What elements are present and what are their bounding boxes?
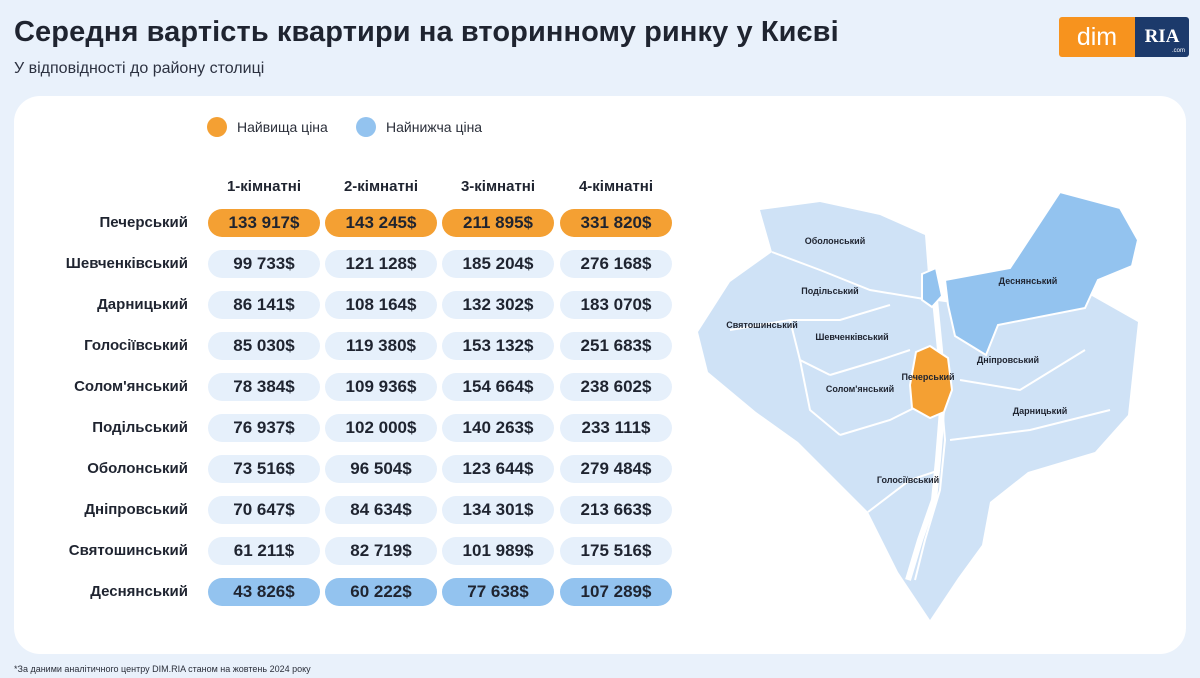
price-cell: 211 895$ — [442, 209, 554, 237]
price-cell: 132 302$ — [442, 291, 554, 319]
map-label-holosiivskyi: Голосіївський — [877, 475, 939, 485]
row-district-label: Оболонський — [87, 460, 188, 477]
row-district-label: Святошинський — [68, 542, 188, 559]
price-cell: 86 141$ — [208, 291, 320, 319]
map-label-podilskyi: Подільський — [801, 286, 858, 296]
map-river — [905, 239, 946, 581]
kyiv-map: Оболонський Деснянський Подільський Свят… — [698, 190, 1140, 620]
row-district-label: Подільський — [92, 419, 188, 436]
price-cell: 185 204$ — [442, 250, 554, 278]
price-cell: 123 644$ — [442, 455, 554, 483]
price-cell: 119 380$ — [325, 332, 437, 360]
price-cell: 134 301$ — [442, 496, 554, 524]
price-cell: 61 211$ — [208, 537, 320, 565]
price-cell: 99 733$ — [208, 250, 320, 278]
legend-highest-label: Найвища ціна — [237, 119, 328, 135]
row-district-label: Шевченківський — [65, 255, 188, 272]
price-cell: 154 664$ — [442, 373, 554, 401]
column-header: 2-кімнатні — [343, 178, 419, 195]
page-title: Середня вартість квартири на вторинному … — [14, 16, 839, 48]
price-cell: 153 132$ — [442, 332, 554, 360]
price-cell: 276 168$ — [560, 250, 672, 278]
price-cell: 331 820$ — [560, 209, 672, 237]
price-cell: 121 128$ — [325, 250, 437, 278]
price-cell: 251 683$ — [560, 332, 672, 360]
column-header: 1-кімнатні — [226, 178, 302, 195]
price-cell: 96 504$ — [325, 455, 437, 483]
price-cell: 70 647$ — [208, 496, 320, 524]
row-district-label: Солом'янський — [74, 378, 188, 395]
price-cell: 84 634$ — [325, 496, 437, 524]
price-cell: 213 663$ — [560, 496, 672, 524]
price-cell: 133 917$ — [208, 209, 320, 237]
map-label-pecherskyi: Печерський — [901, 372, 954, 382]
logo-ria-text: RIA — [1144, 26, 1180, 47]
map-pecherskyi — [908, 344, 954, 420]
legend-highest-dot — [207, 117, 227, 137]
legend-lowest-dot — [356, 117, 376, 137]
map-label-dniprovskyi: Дніпровський — [977, 355, 1039, 365]
price-cell: 183 070$ — [560, 291, 672, 319]
legend-lowest-label: Найнижча ціна — [386, 119, 483, 135]
price-cell: 82 719$ — [325, 537, 437, 565]
price-cell: 73 516$ — [208, 455, 320, 483]
legend-highest: Найвища ціна — [207, 117, 328, 137]
price-cell: 60 222$ — [325, 578, 437, 606]
row-district-label: Дарницький — [97, 296, 188, 313]
page-subtitle: У відповідності до району столиці — [14, 60, 265, 77]
price-cell: 102 000$ — [325, 414, 437, 442]
row-district-label: Голосіївський — [84, 337, 188, 354]
legend-lowest: Найнижча ціна — [356, 117, 482, 137]
price-cell: 43 826$ — [208, 578, 320, 606]
logo-dim: dim — [1059, 17, 1135, 57]
price-cell: 76 937$ — [208, 414, 320, 442]
map-label-obolonskyi: Оболонський — [805, 236, 865, 246]
row-district-label: Дніпровський — [84, 501, 188, 518]
footnote: *За даними аналітичного центру DIM.RIA с… — [14, 664, 311, 674]
price-cell: 85 030$ — [208, 332, 320, 360]
price-cell: 101 989$ — [442, 537, 554, 565]
price-cell: 233 111$ — [560, 414, 672, 442]
price-cell: 279 484$ — [560, 455, 672, 483]
column-header: 4-кімнатні — [578, 178, 654, 195]
map-label-sviatoshynskyi: Святошинський — [726, 320, 798, 330]
map-district-borders — [729, 251, 1111, 581]
price-cell: 107 289$ — [560, 578, 672, 606]
column-header: 3-кімнатні — [460, 178, 536, 195]
price-cell: 109 936$ — [325, 373, 437, 401]
logo-com-text: .com — [1171, 48, 1185, 54]
price-cell: 108 164$ — [325, 291, 437, 319]
map-desnianskyi — [943, 190, 1140, 357]
row-district-label: Печерський — [99, 214, 188, 231]
map-label-desnianskyi: Деснянський — [999, 276, 1058, 286]
map-label-shevchenkivskyi: Шевченківський — [815, 332, 888, 342]
price-cell: 140 263$ — [442, 414, 554, 442]
map-desnianskyi-islet — [921, 266, 944, 309]
map-label-solomianskyi: Солом'янський — [826, 384, 894, 394]
map-label-darnytskyi: Дарницький — [1013, 406, 1068, 416]
price-cell: 77 638$ — [442, 578, 554, 606]
price-cell: 175 516$ — [560, 537, 672, 565]
price-cell: 78 384$ — [208, 373, 320, 401]
price-cell: 238 602$ — [560, 373, 672, 401]
row-district-label: Деснянський — [90, 583, 188, 600]
logo-ria: RIA .com — [1135, 17, 1189, 57]
dim-ria-logo[interactable]: dim RIA .com — [1059, 17, 1189, 57]
price-cell: 143 245$ — [325, 209, 437, 237]
